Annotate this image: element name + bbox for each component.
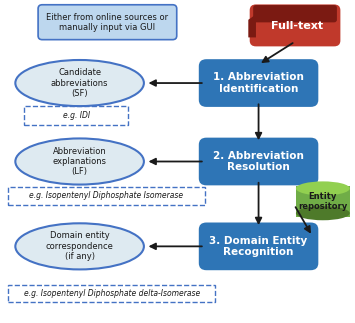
FancyBboxPatch shape xyxy=(253,5,337,22)
Text: Candidate
abbreviations
(SF): Candidate abbreviations (SF) xyxy=(51,68,108,98)
Ellipse shape xyxy=(296,182,350,195)
Text: e.g. Isopentenyl Diphosphate delta-Isomerase: e.g. Isopentenyl Diphosphate delta-Isome… xyxy=(24,289,200,298)
FancyBboxPatch shape xyxy=(250,5,340,47)
Ellipse shape xyxy=(296,206,350,220)
Text: 2. Abbreviation
Resolution: 2. Abbreviation Resolution xyxy=(213,151,304,172)
Text: Full-text: Full-text xyxy=(271,21,323,31)
FancyBboxPatch shape xyxy=(296,186,350,217)
FancyBboxPatch shape xyxy=(199,59,318,107)
Text: Entity
repository: Entity repository xyxy=(298,192,348,211)
Text: e.g. Isopentenyl Diphosphate Isomerase: e.g. Isopentenyl Diphosphate Isomerase xyxy=(29,192,184,201)
Ellipse shape xyxy=(15,223,144,269)
Text: Either from online sources or
manually input via GUI: Either from online sources or manually i… xyxy=(47,13,169,32)
Text: Abbreviation
explanations
(LF): Abbreviation explanations (LF) xyxy=(53,147,106,176)
Text: Domain entity
correspondence
(if any): Domain entity correspondence (if any) xyxy=(46,232,114,261)
Ellipse shape xyxy=(15,60,144,106)
Polygon shape xyxy=(248,14,256,37)
FancyBboxPatch shape xyxy=(199,138,318,185)
Text: 1. Abbreviation
Identification: 1. Abbreviation Identification xyxy=(213,72,304,94)
FancyBboxPatch shape xyxy=(38,5,177,40)
Text: e.g. IDI: e.g. IDI xyxy=(62,111,90,120)
FancyBboxPatch shape xyxy=(199,223,318,270)
Ellipse shape xyxy=(15,139,144,184)
Text: 3. Domain Entity
Recognition: 3. Domain Entity Recognition xyxy=(209,235,308,257)
